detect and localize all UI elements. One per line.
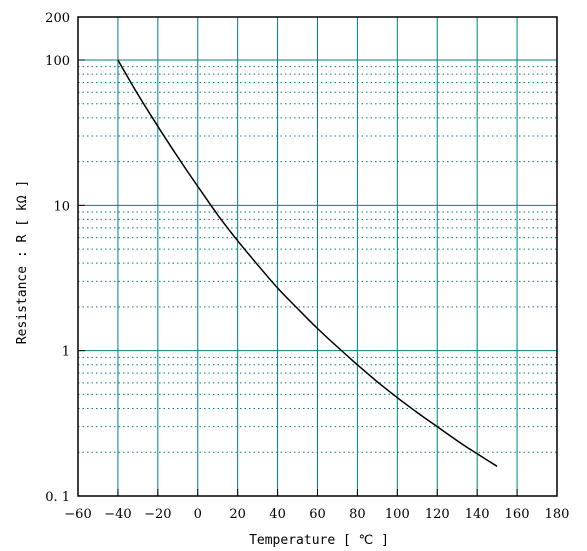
resistance-curve [117, 59, 498, 467]
x-tick-label: 60 [309, 507, 326, 522]
series-layer [117, 59, 498, 467]
x-tick-label: 120 [425, 507, 450, 522]
y-tick-label: 10 [53, 199, 70, 214]
x-axis-label: Temperature [ ℃ ] [249, 533, 389, 548]
x-tick-label: 40 [269, 507, 286, 522]
x-tick-label: 180 [545, 507, 570, 522]
y-tick-label: 200 [45, 11, 70, 26]
x-tick-label: 0 [194, 507, 202, 522]
y-tick-label: 1 [62, 345, 70, 360]
major-gridlines [78, 17, 557, 496]
x-tick-labels: −60 −40 −20 0 20 40 60 80 100 120 140 160 180 [64, 489, 569, 522]
x-tick-label: 140 [465, 507, 490, 522]
x-tick-label: −60 [64, 507, 91, 522]
y-tick-label: 0. 1 [45, 490, 70, 505]
x-tick-label: −20 [144, 507, 171, 522]
y-tick-labels: 0. 1 1 10 100 200 [45, 11, 85, 505]
x-tick-label: 80 [349, 507, 366, 522]
x-tick-label: 20 [229, 507, 246, 522]
x-tick-label: 160 [505, 507, 530, 522]
x-tick-label: −40 [104, 507, 131, 522]
y-axis-label: Resistance : R [ kΩ ] [15, 180, 30, 344]
x-tick-label: 100 [385, 507, 410, 522]
y-tick-label: 100 [45, 54, 70, 69]
